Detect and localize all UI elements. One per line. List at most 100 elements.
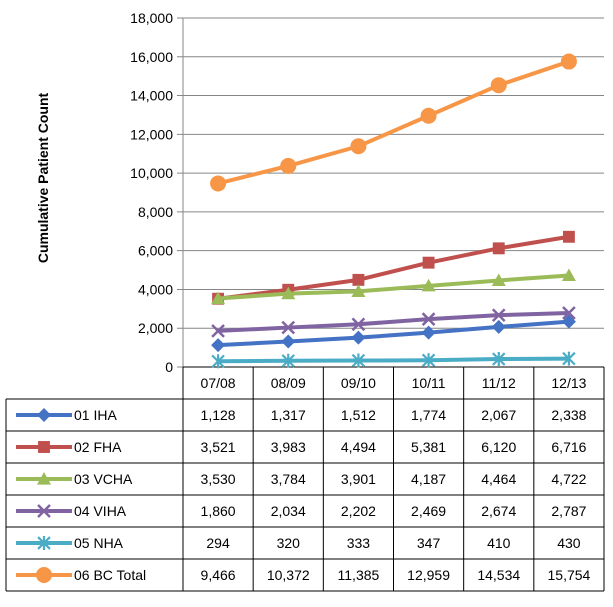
series-line <box>217 273 570 301</box>
series-06-bc-total <box>210 53 577 192</box>
data-label: 320 <box>277 535 301 551</box>
y-tick-label: 8,000 <box>138 204 173 220</box>
data-label: 5,381 <box>411 439 446 455</box>
data-label: 3,983 <box>271 439 306 455</box>
data-point <box>351 284 366 297</box>
legend-key-marker <box>37 504 51 518</box>
data-label: 1,317 <box>271 407 306 423</box>
y-tick-label: 0 <box>165 359 173 375</box>
data-point <box>492 352 506 367</box>
data-label: 2,202 <box>341 503 376 519</box>
legend-series-name: 05 NHA <box>74 535 124 551</box>
data-point <box>421 312 436 326</box>
legend-series-name: 03 VCHA <box>74 471 133 487</box>
data-label: 3,784 <box>271 471 306 487</box>
y-axis-title: Cumulative Patient Count <box>35 92 51 263</box>
data-point <box>281 320 296 335</box>
data-label: 2,067 <box>481 407 516 423</box>
x-category-label: 08/09 <box>271 375 306 391</box>
data-label: 347 <box>417 535 441 551</box>
data-point <box>211 354 225 369</box>
legend-series-name: 01 IHA <box>74 407 117 423</box>
data-point <box>562 230 575 243</box>
data-point <box>422 256 435 269</box>
legend-key <box>16 504 72 518</box>
data-point <box>352 273 365 286</box>
data-point <box>562 306 576 320</box>
data-label: 11,385 <box>338 567 380 583</box>
legend-key-marker <box>37 472 51 485</box>
data-label: 4,722 <box>551 471 586 487</box>
series-01-iha <box>211 314 576 353</box>
data-label: 2,034 <box>271 503 306 519</box>
data-label: 3,530 <box>201 471 236 487</box>
data-label: 1,128 <box>201 407 236 423</box>
y-tick-label: 12,000 <box>130 126 173 142</box>
legend-key-marker <box>37 536 51 550</box>
data-point <box>562 351 576 366</box>
data-point <box>280 157 297 174</box>
data-label: 294 <box>206 535 230 551</box>
series-line <box>217 319 570 348</box>
legend-series-name: 06 BC Total <box>74 567 146 583</box>
data-point <box>492 242 505 255</box>
legend-key-marker <box>38 441 50 453</box>
data-point <box>351 353 366 368</box>
y-axis-ticks: 0 2,000 4,000 6,000 8,000 10,000 12,000 14,000 1… <box>130 10 173 375</box>
data-label: 12,959 <box>407 567 450 583</box>
series-04-viha <box>211 306 576 338</box>
data-point <box>491 319 506 334</box>
legend-key <box>16 536 72 550</box>
legend-series-name: 04 VIHA <box>74 503 127 519</box>
data-label: 2,787 <box>551 503 586 519</box>
legend-key <box>16 408 72 422</box>
data-label: 4,187 <box>411 471 446 487</box>
data-point <box>281 334 296 349</box>
data-point <box>421 278 436 292</box>
data-label: 4,494 <box>341 439 376 455</box>
data-point <box>491 273 506 287</box>
series-line <box>217 310 569 333</box>
data-label: 2,338 <box>551 407 586 423</box>
data-point <box>560 53 577 70</box>
x-category-label: 07/08 <box>201 375 236 391</box>
data-label: 3,521 <box>201 439 236 455</box>
data-label: 10,372 <box>267 567 310 583</box>
data-label: 430 <box>557 535 581 551</box>
legend-key-marker <box>37 408 51 422</box>
data-point <box>561 268 576 282</box>
data-table: 07/08 08/09 09/10 10/11 11/12 12/13 01 IHA 1,12… <box>5 366 605 592</box>
data-point <box>350 138 367 155</box>
y-tick-label: 6,000 <box>138 243 173 259</box>
series-line <box>218 356 569 364</box>
legend-key <box>16 472 72 485</box>
data-label: 333 <box>347 535 371 551</box>
data-label: 6,120 <box>481 439 516 455</box>
data-label: 14,534 <box>477 567 520 583</box>
data-label: 1,860 <box>201 503 236 519</box>
data-label: 2,674 <box>481 503 516 519</box>
legend-series-name: 02 FHA <box>74 439 122 455</box>
data-label: 4,464 <box>481 471 516 487</box>
data-label: 2,469 <box>411 503 446 519</box>
x-category-label: 10/11 <box>412 375 446 391</box>
data-point <box>210 175 227 192</box>
series-line <box>217 234 570 301</box>
y-tick-label: 18,000 <box>130 10 173 26</box>
y-tick-label: 10,000 <box>130 165 173 181</box>
legend-key <box>16 441 72 453</box>
data-point <box>491 308 506 322</box>
data-label: 410 <box>487 535 511 551</box>
data-label: 15,754 <box>548 567 591 583</box>
data-point <box>351 330 366 345</box>
y-tick-label: 4,000 <box>138 281 173 297</box>
x-category-label: 09/10 <box>341 375 376 391</box>
data-point <box>421 353 436 368</box>
y-tick-label: 16,000 <box>130 49 173 65</box>
series-lines <box>210 53 577 369</box>
series-03-vcha <box>211 268 576 305</box>
data-point <box>211 291 226 305</box>
data-label: 9,466 <box>201 567 236 583</box>
x-category-label: 11/12 <box>482 375 516 391</box>
data-label: 1,512 <box>341 407 376 423</box>
